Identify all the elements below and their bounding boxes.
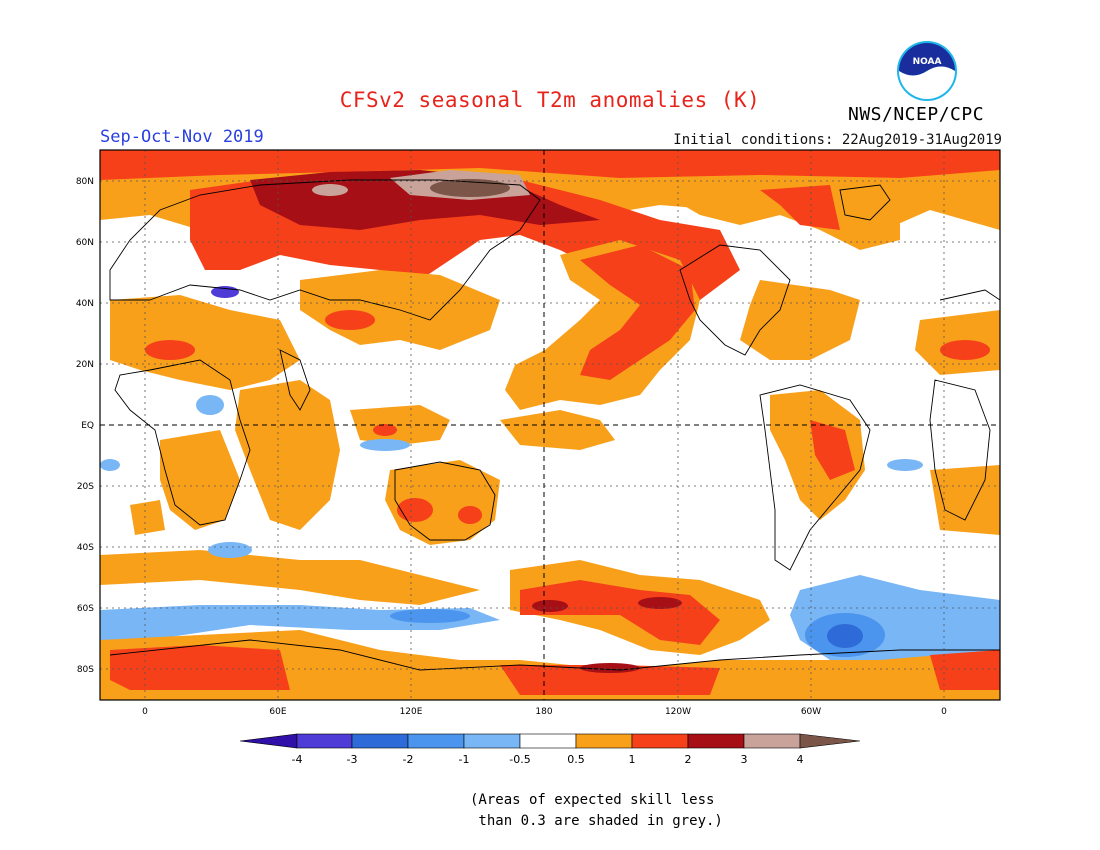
lon-label: 0 (941, 707, 947, 717)
legend-tick: 0.5 (567, 753, 585, 766)
legend-swatch (351, 733, 409, 749)
legend-swatch (687, 733, 745, 749)
lon-label: 120W (665, 707, 691, 717)
lon-label: 60W (801, 707, 821, 717)
legend-tick-labels: -4 -3 -2 -1 -0.5 0.5 1 2 3 4 (292, 753, 804, 766)
lat-label: 60N (76, 238, 94, 248)
legend-swatch (631, 733, 689, 749)
lat-lon-grid (100, 150, 1000, 700)
lat-label: EQ (81, 421, 94, 431)
legend-tick: 3 (741, 753, 748, 766)
lon-label: 180 (535, 707, 552, 717)
noaa-logo-icon: NOAA (897, 41, 957, 101)
chart-title: CFSv2 seasonal T2m anomalies (K) (339, 88, 761, 112)
legend-tick: 2 (685, 753, 692, 766)
legend-tick: -4 (292, 753, 303, 766)
lon-label: 60E (269, 707, 286, 717)
latitude-labels: 80N 60N 40N 20N EQ 20S 40S 60S 80S (76, 177, 94, 675)
legend-tick: -3 (347, 753, 358, 766)
season-label: Sep-Oct-Nov 2019 (100, 127, 264, 147)
legend-swatch (575, 733, 633, 749)
lat-label: 40N (76, 299, 94, 309)
agency-label: NWS/NCEP/CPC (848, 104, 985, 125)
lat-label: 40S (77, 543, 94, 553)
legend-swatch (743, 733, 801, 749)
legend-swatch (296, 733, 353, 749)
legend-tick: 1 (629, 753, 636, 766)
legend-swatch (463, 733, 521, 749)
lat-label: 60S (77, 604, 94, 614)
lat-label: 80N (76, 177, 94, 187)
legend-swatch (519, 733, 577, 749)
legend-tick: -1 (459, 753, 470, 766)
coastlines (109, 179, 1000, 671)
legend-arrow-low (239, 733, 298, 749)
equator-dateline (100, 150, 1000, 700)
logo-text: NOAA (913, 57, 942, 67)
legend-tick: -2 (403, 753, 414, 766)
lat-label: 80S (77, 665, 94, 675)
color-legend (239, 733, 861, 749)
map-frame (99, 149, 1001, 701)
longitude-labels: 0 60E 120E 180 120W 60W 0 (142, 707, 947, 717)
lat-label: 20N (76, 360, 94, 370)
legend-arrow-high (799, 733, 861, 749)
skill-footnote: (Areas of expected skill less than 0.3 a… (470, 792, 723, 829)
legend-tick: -0.5 (509, 753, 530, 766)
lat-label: 20S (77, 482, 94, 492)
lon-label: 0 (142, 707, 148, 717)
lon-label: 120E (400, 707, 423, 717)
legend-swatch (407, 733, 465, 749)
initial-conditions-label: Initial conditions: 22Aug2019-31Aug2019 (673, 132, 1002, 148)
legend-tick: 4 (797, 753, 804, 766)
